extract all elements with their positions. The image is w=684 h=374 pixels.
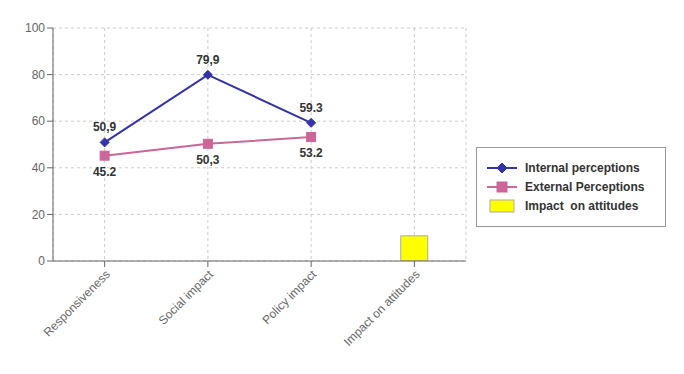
svg-text:0: 0	[38, 254, 45, 268]
svg-text:Impact on attitudes: Impact on attitudes	[341, 267, 423, 349]
svg-text:53.2: 53.2	[299, 146, 323, 160]
svg-text:20: 20	[32, 208, 46, 222]
svg-text:80: 80	[32, 68, 46, 82]
html-text:Impact on attitudes: Impact on attitudes	[525, 199, 639, 213]
svg-text:50,9: 50,9	[93, 120, 117, 134]
svg-text:Policy impact: Policy impact	[259, 267, 319, 327]
svg-text:59.3: 59.3	[299, 101, 323, 115]
html-text:External Perceptions: External Perceptions	[525, 180, 645, 194]
svg-text:Responsiveness: Responsiveness	[41, 267, 113, 339]
svg-text:50,3: 50,3	[196, 153, 220, 167]
html-text:Internal perceptions: Internal perceptions	[525, 161, 640, 175]
svg-text:100: 100	[25, 21, 45, 35]
svg-text:45.2: 45.2	[93, 165, 117, 179]
svg-text:Social impact: Social impact	[156, 267, 217, 328]
svg-text:60: 60	[32, 114, 46, 128]
svg-text:40: 40	[32, 161, 46, 175]
svg-text:79,9: 79,9	[196, 53, 220, 67]
